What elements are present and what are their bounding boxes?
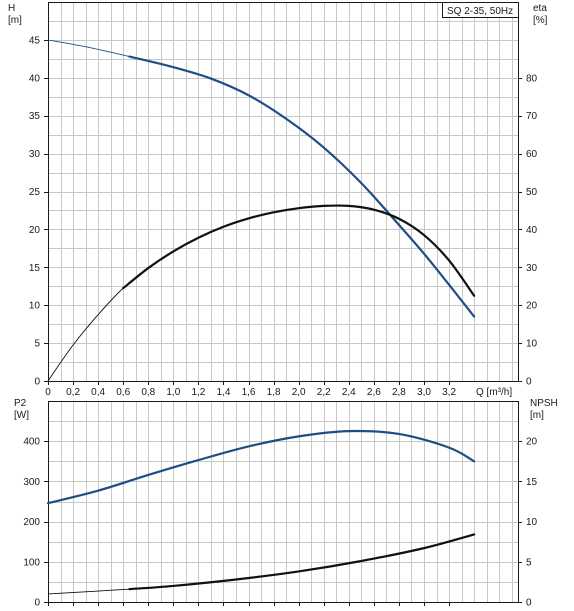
y-right-axis-label-line: NPSH: [530, 398, 558, 409]
y-right-tick-label: 0: [526, 598, 532, 609]
y-right-axis-label: NPSH [m]: [530, 398, 558, 421]
y-right-tick-label: 5: [526, 557, 532, 568]
x-tick-label: 0,6: [116, 387, 130, 398]
power-npsh-panel: 0 100 200 300 400 0 5 10 15 20 P2 [W] NPSH [m]: [14, 398, 558, 609]
x-tick-label: 0,2: [66, 387, 80, 398]
y-left-tick-label: 5: [34, 339, 40, 350]
y-right-axis-label-line: [%]: [533, 15, 548, 26]
y-left-tick-label: 100: [23, 557, 40, 568]
x-tick-label: 2,0: [292, 387, 306, 398]
y-left-axis-label-line: [m]: [8, 15, 22, 26]
y-left-tick-label: 0: [34, 598, 40, 609]
title-box: [442, 2, 519, 18]
y-left-tick-label: 20: [29, 225, 41, 236]
x-tick-label: 1,8: [267, 387, 281, 398]
y-right-axis-label-line: eta: [533, 3, 547, 14]
y-left-axis-label-line: P2: [14, 398, 27, 409]
y-left-tick-label: 200: [23, 517, 40, 528]
npsh-curve: [128, 533, 476, 591]
y-right-tick-label: 30: [526, 263, 538, 274]
y-left-tick-label: 15: [29, 263, 41, 274]
y-left-tick-label: 400: [23, 437, 40, 448]
y-right-tick-label: 80: [526, 73, 538, 84]
y-left-tick-label: 30: [29, 149, 41, 160]
y-right-tick-label: 70: [526, 111, 538, 122]
y-right-axis-label: eta [%]: [533, 3, 548, 26]
x-tick-label: 0,8: [141, 387, 155, 398]
x-tick-label: 1,4: [217, 387, 231, 398]
y-left-tick-label: 25: [29, 187, 41, 198]
y-right-tick-label: 10: [526, 517, 538, 528]
y-left-tick-label: 0: [34, 377, 40, 388]
y-right-tick-label: 20: [526, 437, 538, 448]
x-tick-label: 0: [45, 387, 51, 398]
grid-lines: [48, 2, 518, 381]
grid-lines: [48, 401, 518, 602]
p2-curve: [46, 429, 476, 505]
y-left-tick-label: 45: [29, 35, 41, 46]
x-tick-label: 3,0: [417, 387, 431, 398]
y-right-tick-label: 15: [526, 477, 538, 488]
x-tick-label: 0,4: [91, 387, 105, 398]
y-left-axis-label-line: H: [8, 3, 15, 14]
y-left-axis-label: H [m]: [8, 3, 22, 26]
y-right-tick-label: 20: [526, 301, 538, 312]
head-efficiency-panel: 0 5 10 15 20 25 30 35 40 45 0 10 20 30 40 50 60 70 80 0 0,2 0…: [8, 2, 548, 398]
x-tick-label: 2,6: [367, 387, 381, 398]
y-right-tick-label: 60: [526, 149, 538, 160]
y-left-tick-label: 300: [23, 477, 40, 488]
x-tick-label: 1,0: [166, 387, 180, 398]
chart-title: SQ 2-35, 50Hz: [447, 6, 513, 17]
h-curve: [128, 55, 476, 318]
y-left-axis-label: P2 [W]: [14, 398, 29, 421]
y-left-tick-label: 10: [29, 301, 41, 312]
y-right-tick-label: 0: [526, 377, 532, 388]
x-tick-label: 2,2: [317, 387, 331, 398]
y-left-tick-label: 35: [29, 111, 41, 122]
x-axis-label: Q [m³/h]: [476, 387, 512, 398]
x-tick-label: 2,4: [342, 387, 356, 398]
y-right-tick-label: 50: [526, 187, 538, 198]
y-left-tick-label: 40: [29, 73, 41, 84]
x-tick-label: 1,2: [191, 387, 205, 398]
eta-curve: [122, 204, 476, 297]
x-tick-label: 3,2: [442, 387, 456, 398]
y-right-tick-label: 40: [526, 225, 538, 236]
y-right-tick-label: 10: [526, 339, 538, 350]
x-tick-label: 2,8: [392, 387, 406, 398]
x-tick-label: 1,6: [242, 387, 256, 398]
y-right-axis-label-line: [m]: [530, 410, 544, 421]
y-left-axis-label-line: [W]: [14, 410, 29, 421]
